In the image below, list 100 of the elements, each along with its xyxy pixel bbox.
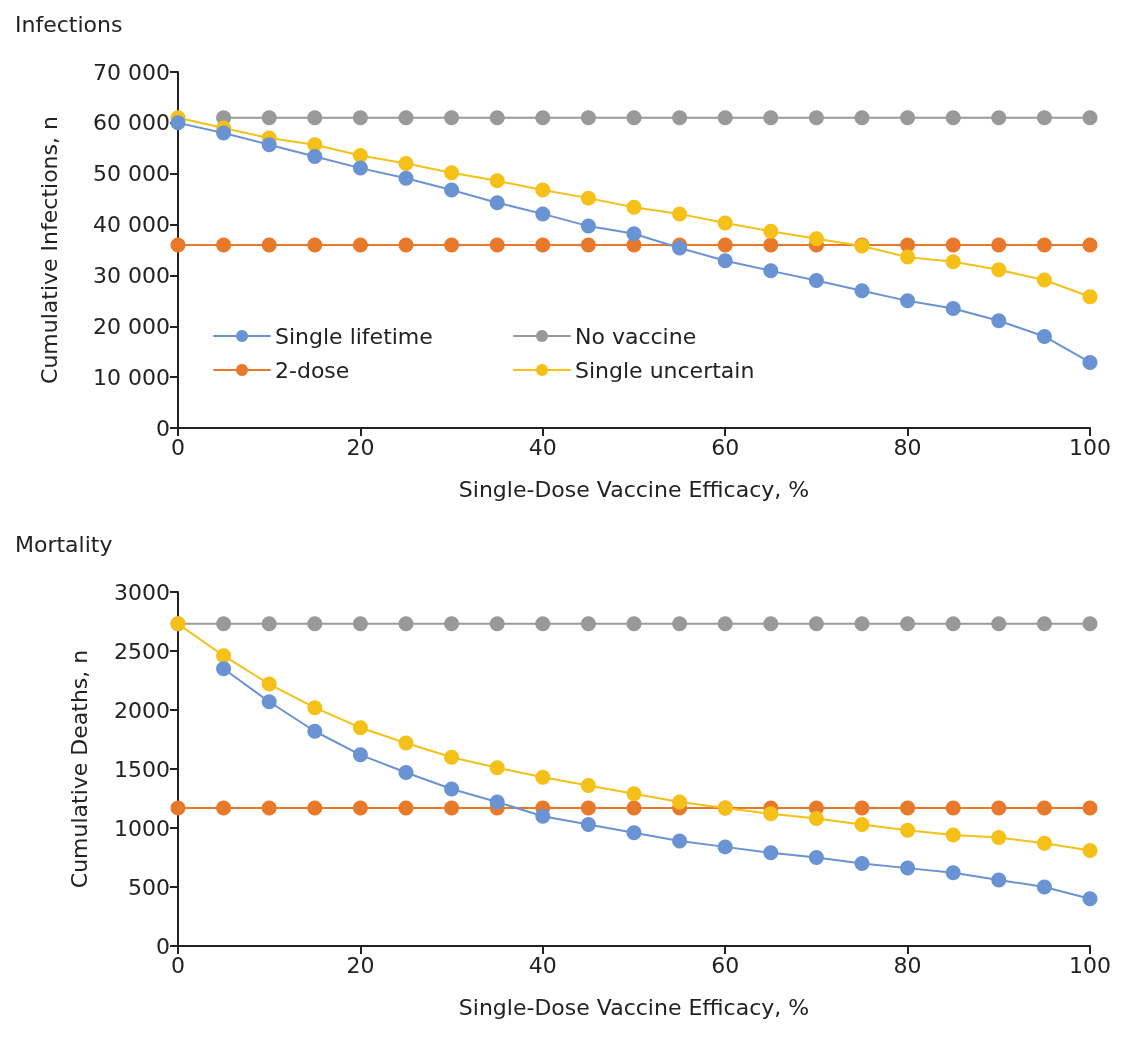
point	[352, 147, 368, 163]
point	[672, 794, 688, 810]
point	[900, 822, 916, 838]
point	[580, 800, 596, 816]
point	[535, 237, 551, 253]
chart-title: Mortality	[15, 531, 113, 557]
point	[1036, 800, 1052, 816]
point	[580, 616, 596, 632]
point	[580, 816, 596, 832]
point	[352, 160, 368, 176]
point	[808, 811, 824, 827]
y-tick-label: 1500	[114, 756, 170, 782]
point	[1036, 110, 1052, 126]
point	[763, 616, 779, 632]
y-tick-label: 30 000	[93, 262, 170, 288]
point	[991, 872, 1007, 888]
point	[1082, 289, 1098, 305]
point	[307, 700, 323, 716]
point	[398, 170, 414, 186]
point	[216, 648, 232, 664]
point	[1036, 328, 1052, 344]
point	[444, 182, 460, 198]
point	[945, 237, 961, 253]
legend-label: Single uncertain	[575, 357, 755, 383]
x-tick-label: 40	[528, 434, 557, 460]
point	[854, 110, 870, 126]
point	[444, 749, 460, 765]
point	[854, 816, 870, 832]
point	[261, 676, 277, 692]
point	[854, 855, 870, 871]
point	[991, 829, 1007, 845]
x-tick-label: 100	[1069, 434, 1111, 460]
y-tick-label: 500	[128, 874, 170, 900]
x-tick-label: 80	[893, 434, 922, 460]
point	[626, 226, 642, 242]
y-tick-label: 60 000	[93, 110, 170, 136]
point	[216, 125, 232, 141]
point	[216, 661, 232, 677]
y-tick-label: 2500	[114, 638, 170, 664]
point	[535, 110, 551, 126]
point	[489, 794, 505, 810]
point	[216, 237, 232, 253]
point	[580, 110, 596, 126]
point	[900, 110, 916, 126]
point	[626, 800, 642, 816]
point	[626, 110, 642, 126]
point	[717, 215, 733, 231]
point	[444, 110, 460, 126]
point	[1036, 835, 1052, 851]
point	[717, 110, 733, 126]
x-tick-label: 40	[528, 952, 557, 978]
point	[1036, 272, 1052, 288]
y-tick-label: 50 000	[93, 161, 170, 187]
point	[444, 781, 460, 797]
y-tick-label: 10 000	[93, 364, 170, 390]
point	[945, 865, 961, 881]
x-axis-title: Single-Dose Vaccine Efficacy, %	[458, 994, 810, 1020]
point	[352, 110, 368, 126]
point	[216, 616, 232, 632]
point	[398, 237, 414, 253]
point	[535, 769, 551, 785]
point	[444, 237, 460, 253]
point	[307, 110, 323, 126]
point	[1082, 110, 1098, 126]
point	[535, 808, 551, 824]
point	[945, 254, 961, 270]
point	[1036, 616, 1052, 632]
point	[763, 845, 779, 861]
point	[170, 115, 186, 131]
point	[489, 173, 505, 189]
point	[307, 148, 323, 164]
legend-label: 2-dose	[275, 357, 350, 383]
point	[808, 273, 824, 289]
point	[808, 110, 824, 126]
point	[307, 237, 323, 253]
point	[854, 283, 870, 299]
y-axis-title: Cumulative Deaths, n	[66, 649, 92, 889]
y-tick-label: 40 000	[93, 212, 170, 238]
point	[854, 616, 870, 632]
y-tick-label: 20 000	[93, 313, 170, 339]
point	[945, 110, 961, 126]
point	[626, 825, 642, 841]
y-axis-title: Cumulative Infections, n	[36, 116, 62, 384]
y-tick-label: 0	[156, 415, 170, 441]
point	[626, 786, 642, 802]
point	[717, 253, 733, 269]
point	[580, 778, 596, 794]
y-tick-label: 70 000	[93, 59, 170, 85]
point	[900, 249, 916, 265]
point	[489, 616, 505, 632]
point	[672, 616, 688, 632]
point	[672, 833, 688, 849]
point	[352, 800, 368, 816]
y-tick-label: 0	[156, 933, 170, 959]
point	[808, 850, 824, 865]
point	[717, 616, 733, 632]
point	[626, 199, 642, 215]
point	[398, 800, 414, 816]
point	[398, 765, 414, 781]
x-tick-label: 20	[346, 952, 375, 978]
